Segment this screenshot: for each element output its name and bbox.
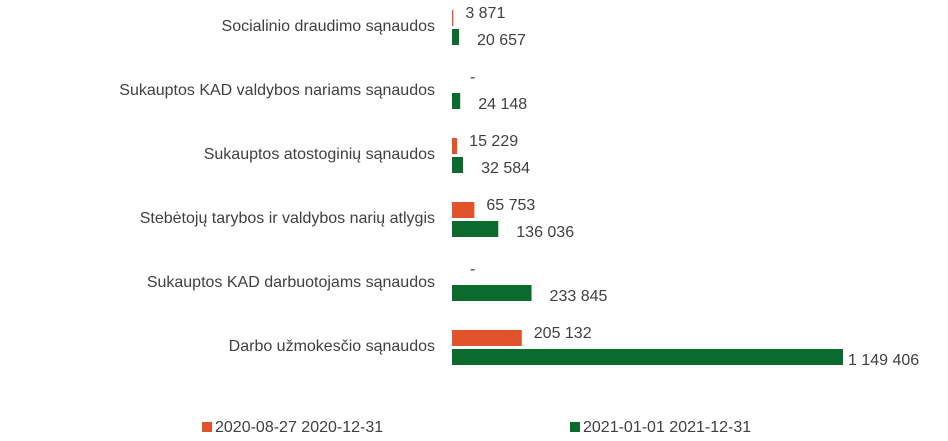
bar [452, 10, 454, 26]
category-label: Sukauptos KAD valdybos nariams sąnaudos [119, 82, 435, 99]
bar [452, 285, 532, 301]
value-label: - [470, 69, 475, 86]
value-label: 15 229 [469, 133, 518, 150]
legend-swatch [570, 422, 580, 432]
value-label: 136 036 [516, 224, 574, 241]
value-label: 205 132 [534, 325, 592, 342]
value-label: 1 149 406 [848, 352, 919, 369]
bar [452, 349, 843, 365]
category-label: Socialinio draudimo sąnaudos [222, 18, 435, 35]
bar [452, 138, 458, 154]
value-label: 3 871 [465, 5, 505, 22]
bar [452, 330, 522, 346]
category-label: Darbo užmokesčio sąnaudos [229, 338, 435, 355]
category-label: Sukauptos atostoginių sąnaudos [204, 146, 435, 163]
bar [452, 93, 461, 109]
bar [452, 157, 464, 173]
value-label: 32 584 [481, 160, 530, 177]
category-label: Stebėtojų tarybos ir valdybos narių atly… [140, 210, 435, 227]
legend-label: 2021-01-01 2021-12-31 [583, 419, 751, 436]
value-label: 24 148 [478, 96, 527, 113]
value-label: 65 753 [486, 197, 535, 214]
bar [452, 202, 475, 218]
legend-label: 2020-08-27 2020-12-31 [215, 419, 383, 436]
value-label: 233 845 [550, 288, 608, 305]
category-label: Sukauptos KAD darbuotojams sąnaudos [147, 274, 435, 291]
value-label: 20 657 [477, 32, 526, 49]
bar [452, 221, 499, 237]
legend-swatch [202, 422, 212, 432]
value-label: - [470, 261, 475, 278]
bar [452, 29, 460, 45]
